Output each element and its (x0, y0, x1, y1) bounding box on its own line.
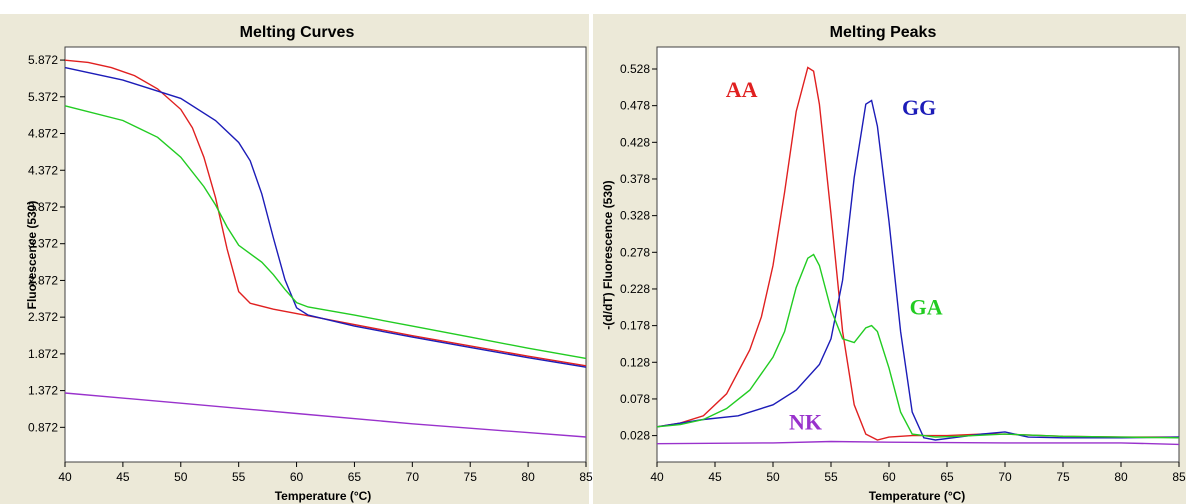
y-tick-label: 4.872 (28, 127, 58, 141)
genotype-label-nk: NK (789, 410, 822, 435)
series-line-gg (656, 99, 1180, 441)
x-tick-label: 50 (766, 470, 780, 484)
chart-title: Melting Peaks (830, 24, 937, 41)
series-line-ga (64, 105, 587, 360)
x-axis-label: Temperature (°C) (275, 489, 372, 503)
x-tick-label: 60 (882, 470, 896, 484)
genotype-label-gg: GG (902, 95, 936, 120)
y-tick-label: 0.478 (620, 99, 650, 113)
genotype-label-ga: GA (910, 295, 943, 320)
x-tick-label: 80 (521, 470, 535, 484)
chart-marks: 40 45 50 55 60 65 70 75 80 85 0.028 0.078 0.128 0.178… (620, 62, 1186, 484)
x-axis-label: Temperature (°C) (869, 489, 966, 503)
y-tick-label: 1.372 (28, 384, 58, 398)
y-axis-label: Fluorescence (530) (25, 201, 39, 310)
x-tick-label: 85 (1172, 470, 1186, 484)
x-tick-label: 65 (940, 470, 954, 484)
melting-curves-panel: Melting Curves Temperature (°C) Fluoresc… (0, 14, 593, 504)
series-line-ga (656, 253, 1180, 439)
x-tick-label: 70 (406, 470, 420, 484)
x-tick-label: 70 (998, 470, 1012, 484)
y-tick-label: 3.372 (28, 237, 58, 251)
x-tick-label: 75 (1056, 470, 1070, 484)
plot-area (656, 46, 1180, 463)
x-tick-label: 45 (116, 470, 130, 484)
y-tick-label: 0.128 (620, 355, 650, 369)
y-tick-label: 0.228 (620, 282, 650, 296)
series-line-nk (64, 392, 587, 438)
y-tick-label: 3.872 (28, 200, 58, 214)
series-line-aa (64, 59, 587, 367)
y-tick-label: 0.178 (620, 319, 650, 333)
x-tick-label: 40 (58, 470, 72, 484)
y-tick-label: 5.872 (28, 53, 58, 67)
genotype-label-aa: AA (726, 77, 758, 102)
chart-marks: 40 45 50 55 60 65 70 75 80 85 0.872 1.372 1.872 2.372… (28, 53, 593, 484)
y-tick-label: 1.872 (28, 347, 58, 361)
x-tick-label: 40 (650, 470, 664, 484)
x-tick-label: 85 (579, 470, 593, 484)
x-tick-label: 65 (348, 470, 362, 484)
x-tick-label: 55 (824, 470, 838, 484)
y-tick-label: 2.372 (28, 310, 58, 324)
y-tick-label: 0.028 (620, 429, 650, 443)
y-tick-label: 0.872 (28, 420, 58, 434)
y-tick-label: 0.528 (620, 62, 650, 76)
series-line-gg (64, 66, 587, 368)
y-axis-label: -(d/dT) Fluorescence (530) (601, 180, 615, 329)
y-tick-label: 5.372 (28, 90, 58, 104)
y-tick-label: 0.078 (620, 392, 650, 406)
chart-title: Melting Curves (240, 24, 355, 41)
x-tick-label: 80 (1114, 470, 1128, 484)
plot-area (64, 46, 587, 463)
y-tick-label: 2.872 (28, 273, 58, 287)
y-tick-label: 4.372 (28, 163, 58, 177)
x-tick-label: 50 (174, 470, 188, 484)
melting-peaks-panel: Melting Peaks Temperature (°C) -(d/dT) F… (593, 14, 1186, 504)
x-tick-label: 55 (232, 470, 246, 484)
y-tick-label: 0.328 (620, 209, 650, 223)
x-tick-label: 60 (290, 470, 304, 484)
series-line-nk (656, 440, 1180, 446)
y-tick-label: 0.278 (620, 245, 650, 259)
x-tick-label: 75 (464, 470, 478, 484)
y-tick-label: 0.378 (620, 172, 650, 186)
x-tick-label: 45 (708, 470, 722, 484)
y-tick-label: 0.428 (620, 135, 650, 149)
